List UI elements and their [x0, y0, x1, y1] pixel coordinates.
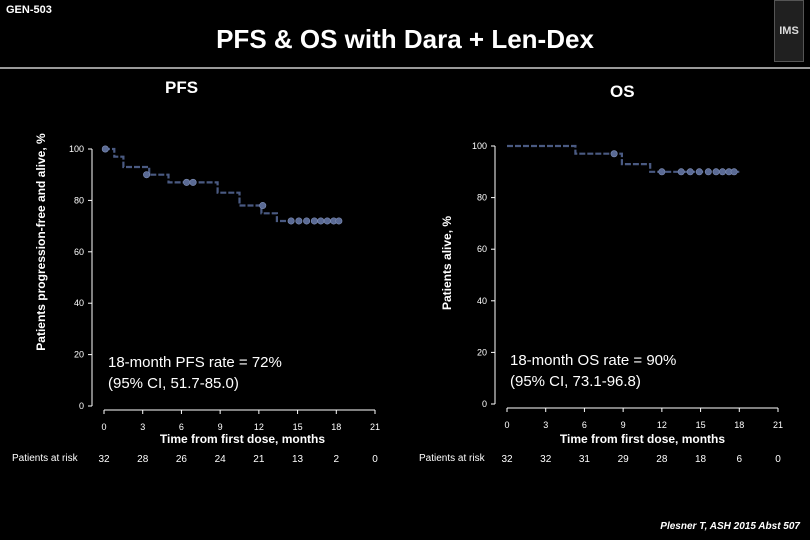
- os-rate-annotation: 18-month OS rate = 90% (95% CI, 73.1-96.…: [510, 350, 676, 392]
- os-y-tick-label: 20: [477, 347, 487, 357]
- os-risk-count: 31: [579, 454, 591, 465]
- pfs-x-tick-label: 0: [101, 422, 106, 432]
- pfs-y-tick-label: 100: [69, 144, 84, 154]
- os-x-tick-label: 15: [696, 420, 706, 430]
- pfs-panel-title: PFS: [165, 78, 199, 97]
- pfs-risk-count: 32: [98, 454, 110, 465]
- os-km-curve: [507, 144, 740, 173]
- os-x-tick-label: 9: [621, 420, 626, 430]
- pfs-censor-mark: [189, 178, 197, 186]
- os-panel-title: OS: [610, 82, 635, 101]
- os-risk-count: 29: [618, 454, 630, 465]
- pfs-risk-label: Patients at risk: [12, 453, 78, 464]
- logo-text: IMS: [779, 25, 799, 37]
- os-rate-line-2: (95% CI, 73.1-96.8): [510, 373, 641, 390]
- os-risk-count: 28: [656, 454, 668, 465]
- os-censor-mark: [719, 168, 727, 176]
- os-risk-count: 6: [737, 454, 743, 465]
- pfs-x-axis-label: Time from first dose, months: [159, 432, 326, 446]
- pfs-risk-count: 28: [137, 454, 149, 465]
- pfs-km-curve: [104, 147, 303, 223]
- pfs-censor-mark: [259, 202, 267, 210]
- slide-id: GEN-503: [6, 4, 52, 16]
- pfs-x-tick-label: 12: [254, 422, 264, 432]
- os-y-tick-label: 0: [482, 399, 487, 409]
- pfs-y-tick-label: 60: [74, 247, 84, 257]
- pfs-censor-mark: [335, 217, 343, 225]
- os-x-tick-label: 3: [543, 420, 548, 430]
- pfs-risk-count: 26: [176, 454, 188, 465]
- os-y-tick-label: 80: [477, 193, 487, 203]
- ims-logo: IMS: [774, 0, 804, 62]
- pfs-y-tick-label: 80: [74, 195, 84, 205]
- pfs-risk-count: 0: [372, 454, 378, 465]
- os-censor-mark: [677, 168, 685, 176]
- pfs-censor-mark: [143, 171, 151, 179]
- pfs-x-tick-label: 15: [293, 422, 303, 432]
- pfs-censor-mark: [183, 178, 191, 186]
- os-x-tick-label: 12: [657, 420, 667, 430]
- pfs-risk-count: 24: [215, 454, 227, 465]
- pfs-censor-mark: [295, 217, 303, 225]
- os-x-tick-label: 18: [734, 420, 744, 430]
- os-risk-count: 32: [501, 454, 513, 465]
- pfs-x-tick-label: 3: [140, 422, 145, 432]
- pfs-x-tick-label: 6: [179, 422, 184, 432]
- pfs-censor-mark: [317, 217, 325, 225]
- pfs-censor-mark: [323, 217, 331, 225]
- pfs-x-tick-label: 18: [331, 422, 341, 432]
- os-x-tick-label: 21: [773, 420, 783, 430]
- pfs-censor-mark: [303, 217, 311, 225]
- title-divider: [0, 67, 810, 69]
- pfs-censor-mark: [101, 145, 109, 153]
- os-censor-mark: [712, 168, 720, 176]
- os-x-tick-label: 0: [504, 420, 509, 430]
- slide-title: PFS & OS with Dara + Len-Dex: [216, 24, 594, 54]
- os-censor-mark: [695, 168, 703, 176]
- pfs-y-tick-label: 0: [79, 401, 84, 411]
- pfs-y-tick-label: 20: [74, 350, 84, 360]
- citation: Plesner T, ASH 2015 Abst 507: [660, 521, 800, 532]
- os-x-tick-label: 6: [582, 420, 587, 430]
- pfs-rate-annotation: 18-month PFS rate = 72% (95% CI, 51.7-85…: [108, 352, 282, 394]
- pfs-censor-mark: [310, 217, 318, 225]
- pfs-rate-line-2: (95% CI, 51.7-85.0): [108, 375, 239, 392]
- os-censor-mark: [686, 168, 694, 176]
- pfs-x-tick-label: 21: [370, 422, 380, 432]
- os-censor-mark: [704, 168, 712, 176]
- os-risk-count: 18: [695, 454, 707, 465]
- pfs-risk-count: 21: [253, 454, 265, 465]
- os-censor-mark: [610, 150, 618, 158]
- os-risk-count: 32: [540, 454, 552, 465]
- pfs-risk-count: 13: [292, 454, 304, 465]
- os-censor-mark: [730, 168, 738, 176]
- pfs-risk-count: 2: [334, 454, 340, 465]
- pfs-censor-mark: [287, 217, 295, 225]
- os-risk-label: Patients at risk: [419, 453, 485, 464]
- pfs-x-tick-label: 9: [218, 422, 223, 432]
- pfs-y-tick-label: 40: [74, 298, 84, 308]
- os-risk-count: 0: [775, 454, 781, 465]
- pfs-rate-line-1: 18-month PFS rate = 72%: [108, 354, 282, 371]
- os-y-tick-label: 100: [472, 141, 487, 151]
- os-rate-line-1: 18-month OS rate = 90%: [510, 352, 677, 369]
- os-censor-mark: [658, 168, 666, 176]
- os-y-tick-label: 60: [477, 244, 487, 254]
- os-y-tick-label: 40: [477, 296, 487, 306]
- os-x-axis-label: Time from first dose, months: [559, 432, 726, 446]
